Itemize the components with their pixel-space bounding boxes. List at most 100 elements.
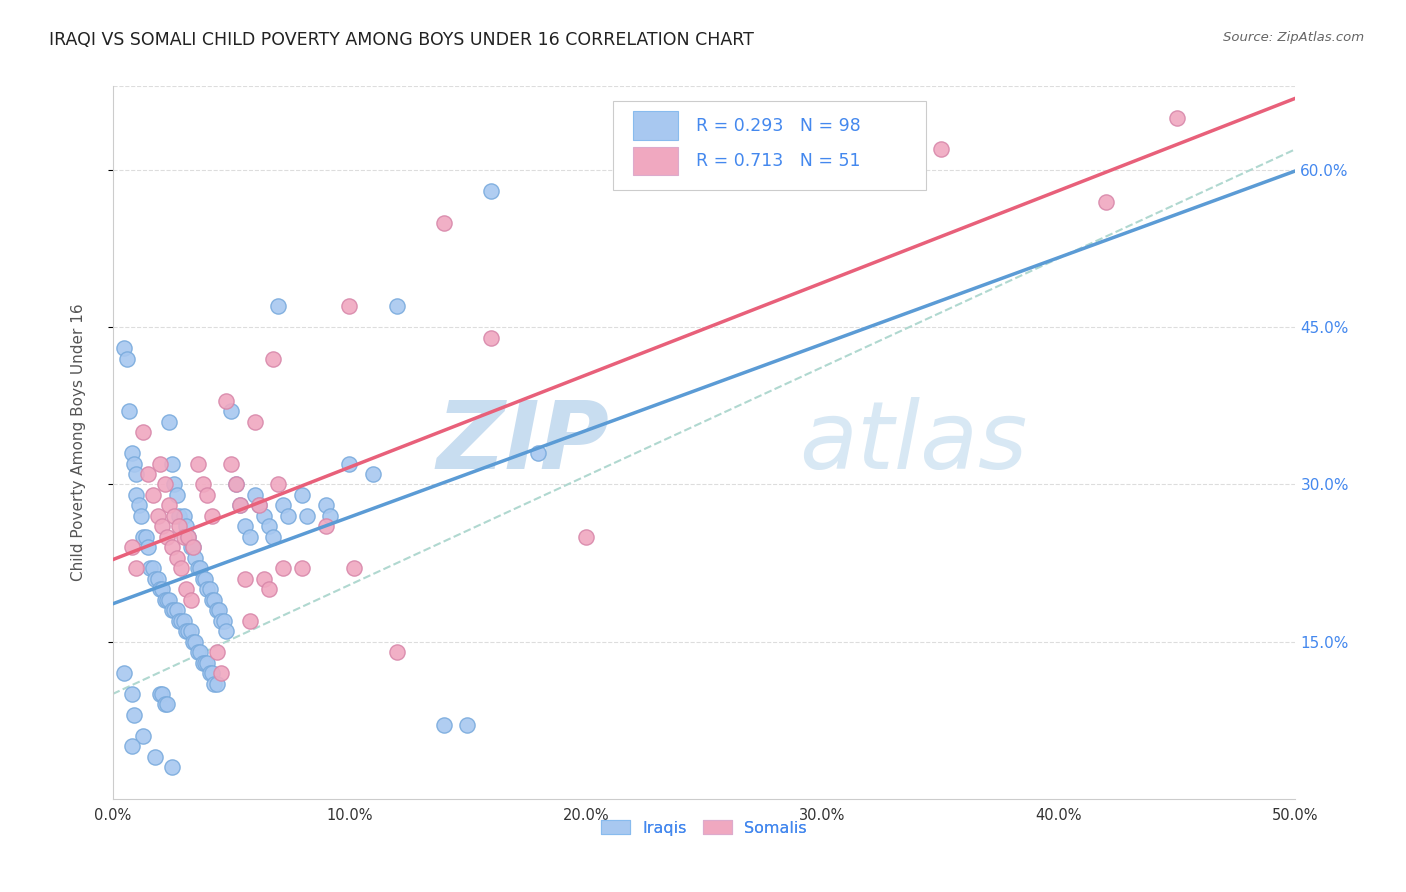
Point xyxy=(142,561,165,575)
Point xyxy=(143,572,166,586)
Point xyxy=(219,404,242,418)
Point xyxy=(433,718,456,732)
Point xyxy=(247,499,270,513)
Point xyxy=(195,656,218,670)
Point xyxy=(479,331,502,345)
Point xyxy=(136,467,159,481)
Point xyxy=(212,614,235,628)
Point xyxy=(479,184,502,198)
Point xyxy=(129,508,152,523)
Text: Source: ZipAtlas.com: Source: ZipAtlas.com xyxy=(1223,31,1364,45)
Point xyxy=(195,582,218,597)
Point xyxy=(1166,111,1188,125)
Point xyxy=(247,499,270,513)
Point xyxy=(202,592,225,607)
Point xyxy=(177,530,200,544)
Point xyxy=(187,457,209,471)
Point xyxy=(115,351,138,366)
FancyBboxPatch shape xyxy=(633,112,678,140)
Point xyxy=(160,760,183,774)
Text: ZIP: ZIP xyxy=(436,397,609,489)
Point xyxy=(456,718,478,732)
Point xyxy=(114,341,136,355)
Point xyxy=(181,541,204,555)
Point xyxy=(194,656,217,670)
Point xyxy=(205,676,228,690)
Point xyxy=(198,666,221,681)
Point xyxy=(142,488,165,502)
Point xyxy=(166,550,188,565)
Point xyxy=(195,488,218,502)
Point xyxy=(211,666,233,681)
Point xyxy=(163,603,186,617)
Point xyxy=(150,687,173,701)
Point xyxy=(202,676,225,690)
Point xyxy=(122,708,145,723)
Point xyxy=(160,457,183,471)
Point xyxy=(180,624,202,639)
Point xyxy=(173,508,195,523)
Point xyxy=(239,614,262,628)
Point xyxy=(150,582,173,597)
Point xyxy=(257,582,280,597)
Point xyxy=(215,393,238,408)
Point xyxy=(225,477,247,491)
Point xyxy=(121,687,143,701)
Point xyxy=(211,614,233,628)
Point xyxy=(1095,194,1118,209)
Point xyxy=(180,592,202,607)
Point xyxy=(315,519,337,533)
Point xyxy=(433,215,456,229)
Point xyxy=(243,488,266,502)
Point xyxy=(219,457,242,471)
Text: atlas: atlas xyxy=(799,397,1026,488)
Point xyxy=(253,508,276,523)
Point xyxy=(132,530,155,544)
Point xyxy=(166,603,188,617)
Point xyxy=(385,645,408,659)
Point xyxy=(180,541,202,555)
Point xyxy=(929,142,952,156)
Point xyxy=(181,541,204,555)
Point xyxy=(167,614,190,628)
Point xyxy=(174,624,197,639)
Point xyxy=(253,572,276,586)
Point xyxy=(205,645,228,659)
Point xyxy=(139,561,162,575)
Point xyxy=(160,541,183,555)
Point xyxy=(121,739,143,754)
Point xyxy=(173,530,195,544)
Point xyxy=(191,477,214,491)
Point xyxy=(225,477,247,491)
Point xyxy=(114,666,136,681)
Point xyxy=(215,624,238,639)
Point xyxy=(149,457,172,471)
Point xyxy=(136,541,159,555)
Point xyxy=(385,299,408,313)
Point xyxy=(167,508,190,523)
Point xyxy=(177,530,200,544)
Point xyxy=(177,624,200,639)
Point xyxy=(575,530,598,544)
Point xyxy=(191,572,214,586)
Point xyxy=(170,614,193,628)
Point xyxy=(188,645,211,659)
Point xyxy=(295,508,318,523)
Point xyxy=(153,698,176,712)
Point xyxy=(170,561,193,575)
Point xyxy=(263,351,285,366)
Point xyxy=(233,572,256,586)
Point xyxy=(167,519,190,533)
Point xyxy=(315,499,337,513)
Text: R = 0.713   N = 51: R = 0.713 N = 51 xyxy=(696,153,860,170)
Point xyxy=(257,519,280,533)
Point xyxy=(194,572,217,586)
Point xyxy=(205,603,228,617)
Point xyxy=(150,519,173,533)
Point xyxy=(243,415,266,429)
Point xyxy=(229,499,252,513)
Point xyxy=(149,687,172,701)
Point xyxy=(188,561,211,575)
FancyBboxPatch shape xyxy=(633,147,678,176)
Point xyxy=(132,729,155,743)
